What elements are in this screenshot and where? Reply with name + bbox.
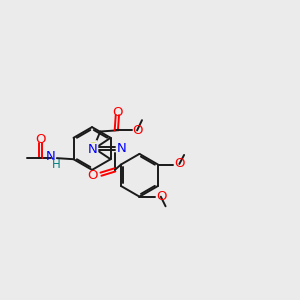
Text: N: N	[116, 142, 126, 155]
Text: S: S	[88, 141, 97, 154]
Text: O: O	[174, 158, 185, 170]
Text: O: O	[88, 169, 98, 182]
Text: N: N	[88, 143, 98, 156]
Text: H: H	[52, 158, 60, 171]
Text: O: O	[112, 106, 123, 118]
Text: O: O	[133, 124, 143, 137]
Text: N: N	[46, 150, 56, 163]
Text: O: O	[156, 190, 166, 203]
Text: O: O	[35, 133, 46, 146]
